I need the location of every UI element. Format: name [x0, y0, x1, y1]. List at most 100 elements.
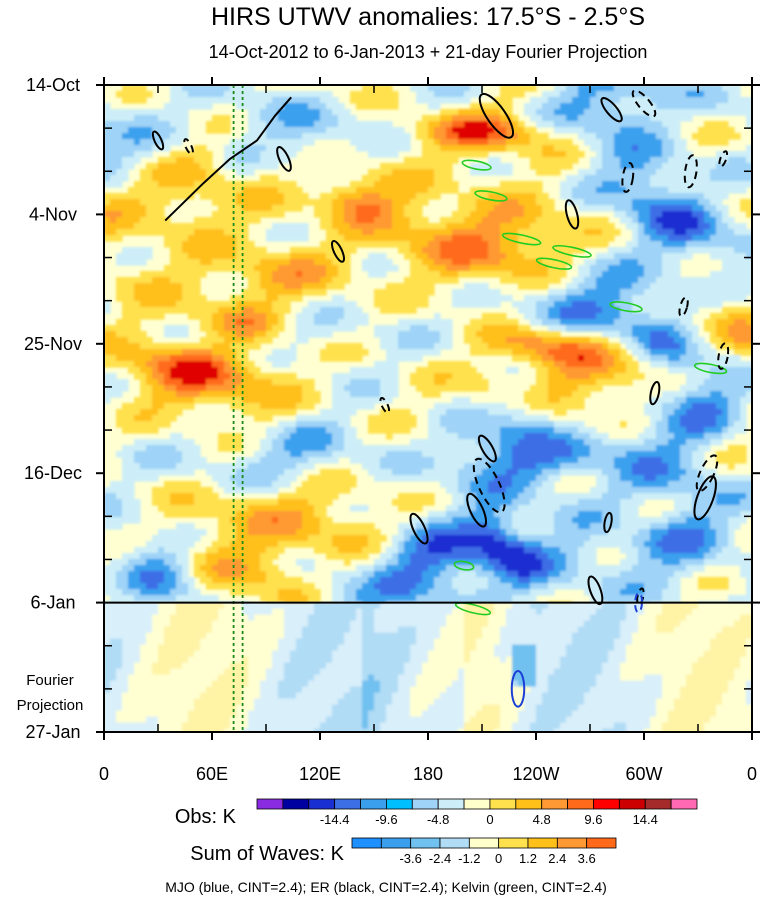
- obs-cell: [494, 253, 501, 260]
- obs-cell: [710, 283, 717, 290]
- obs-cell: [722, 133, 729, 140]
- obs-cell: [452, 415, 459, 422]
- obs-cell: [182, 253, 189, 260]
- obs-cell: [446, 319, 453, 326]
- obs-cell: [626, 439, 633, 446]
- obs-cell: [518, 199, 525, 206]
- obs-cell: [164, 343, 171, 350]
- obs-cell: [632, 211, 639, 218]
- obs-cell: [494, 301, 501, 308]
- obs-cell: [542, 163, 549, 170]
- obs-cell: [140, 277, 147, 284]
- obs-cell: [248, 373, 255, 380]
- obs-cell: [290, 187, 297, 194]
- obs-cell: [326, 319, 333, 326]
- obs-cell: [716, 403, 723, 410]
- obs-cell: [440, 415, 447, 422]
- obs-cell: [182, 385, 189, 392]
- obs-cell: [668, 241, 675, 248]
- obs-cell: [140, 343, 147, 350]
- obs-cell: [392, 127, 399, 134]
- obs-cell: [560, 229, 567, 236]
- obs-cell: [284, 193, 291, 200]
- obs-cell: [524, 349, 531, 356]
- obs-cell: [680, 199, 687, 206]
- obs-cell: [338, 217, 345, 224]
- obs-cell: [644, 115, 651, 122]
- obs-cell: [458, 397, 465, 404]
- obs-cell: [236, 265, 243, 272]
- obs-cell: [176, 325, 183, 332]
- obs-cell: [470, 367, 477, 374]
- obs-cell: [386, 301, 393, 308]
- obs-cell: [512, 445, 519, 452]
- obs-cell: [476, 325, 483, 332]
- obs-cell: [728, 337, 735, 344]
- obs-cell: [188, 445, 195, 452]
- obs-cell: [746, 265, 752, 272]
- obs-cell: [218, 313, 225, 320]
- obs-cell: [128, 205, 135, 212]
- obs-cell: [110, 109, 117, 116]
- obs-cell: [506, 295, 513, 302]
- obs-cell: [194, 397, 201, 404]
- obs-cell: [374, 139, 381, 146]
- obs-cell: [674, 397, 681, 404]
- obs-cell: [710, 415, 717, 422]
- obs-cell: [122, 277, 129, 284]
- obs-cell: [362, 229, 369, 236]
- obs-cell: [404, 247, 411, 254]
- obs-cell: [344, 133, 351, 140]
- obs-cell: [506, 415, 513, 422]
- obs-cell: [350, 307, 357, 314]
- obs-cell: [266, 307, 273, 314]
- obs-cell: [320, 283, 327, 290]
- obs-cell: [326, 439, 333, 446]
- obs-cell: [326, 307, 333, 314]
- obs-cell: [578, 283, 585, 290]
- obs-cell: [596, 307, 603, 314]
- obs-cell: [116, 121, 123, 128]
- obs-cell: [122, 379, 129, 386]
- obs-cell: [428, 445, 435, 452]
- obs-cell: [506, 445, 513, 452]
- obs-cell: [266, 127, 273, 134]
- obs-cell: [332, 373, 339, 380]
- obs-cell: [602, 301, 609, 308]
- obs-cell: [290, 283, 297, 290]
- obs-cell: [686, 289, 693, 296]
- obs-cell: [674, 283, 681, 290]
- obs-cell: [290, 379, 297, 386]
- obs-cell: [398, 349, 405, 356]
- obs-cell: [650, 133, 657, 140]
- obs-cell: [152, 379, 159, 386]
- obs-cell: [302, 271, 309, 278]
- obs-cell: [440, 169, 447, 176]
- obs-cell: [542, 421, 549, 428]
- obs-cell: [278, 259, 285, 266]
- obs-cell: [626, 301, 633, 308]
- obs-cell: [506, 241, 513, 248]
- obs-cell: [308, 301, 315, 308]
- obs-cell: [710, 427, 717, 434]
- obs-cell: [728, 103, 735, 110]
- obs-cell: [164, 439, 171, 446]
- obs-cell: [356, 229, 363, 236]
- obs-cell: [716, 85, 723, 92]
- obs-cell: [386, 283, 393, 290]
- obs-cell: [482, 217, 489, 224]
- obs-cell: [446, 259, 453, 266]
- obs-cell: [512, 301, 519, 308]
- obs-cell: [566, 385, 573, 392]
- obs-cell: [464, 439, 471, 446]
- obs-cell: [476, 289, 483, 296]
- obs-cell: [734, 265, 741, 272]
- obs-cell: [626, 151, 633, 158]
- obs-cell: [608, 85, 615, 92]
- obs-cell: [140, 337, 147, 344]
- obs-cell: [290, 373, 297, 380]
- obs-cell: [644, 103, 651, 110]
- obs-cell: [608, 301, 615, 308]
- obs-cell: [584, 379, 591, 386]
- obs-cell: [200, 361, 207, 368]
